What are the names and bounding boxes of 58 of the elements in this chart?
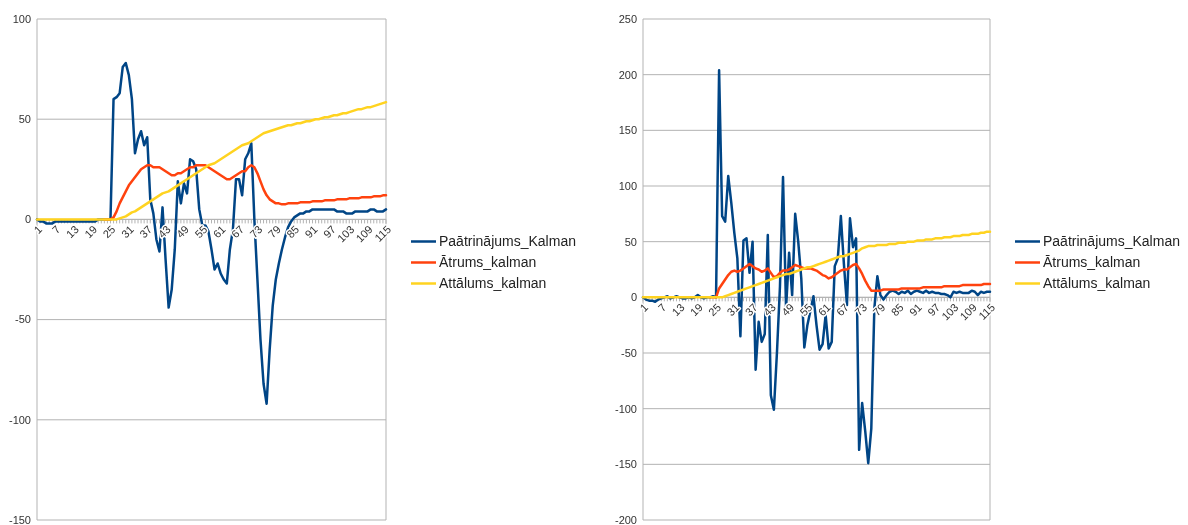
- x-tick-label: 115: [372, 223, 394, 244]
- x-tick-label: 67: [229, 223, 247, 241]
- x-tick-label: 43: [155, 223, 173, 241]
- x-tick-label: 115: [976, 300, 998, 322]
- x-tick-label: 79: [870, 300, 888, 319]
- x-tick-label: 25: [100, 223, 118, 241]
- y-tick-label: -50: [15, 313, 31, 326]
- legend-label: Paātrinājums_Kalman: [1043, 233, 1180, 250]
- x-tick-label: 19: [82, 223, 100, 241]
- x-tick-label: 55: [192, 223, 210, 241]
- x-tick-label: 73: [247, 223, 265, 241]
- y-tick-label: 100: [618, 179, 637, 192]
- y-tick-label: 0: [630, 291, 637, 304]
- x-tick-label: 7: [655, 300, 669, 314]
- legend-label: Attālums_kalman: [439, 275, 547, 292]
- line-series: [35, 100, 388, 221]
- x-tick-label: 1: [637, 300, 651, 314]
- x-tick-label: 37: [742, 300, 760, 319]
- y-tick-label: -100: [8, 413, 31, 426]
- y-tick-label: 200: [618, 68, 637, 81]
- y-tick-label: -150: [614, 458, 637, 471]
- legend-label: Paātrinājums_Kalman: [439, 233, 576, 250]
- x-tick-label: 13: [669, 300, 687, 319]
- y-tick-label: -100: [614, 402, 637, 415]
- y-tick-label: -50: [621, 346, 637, 359]
- x-tick-label: 25: [706, 300, 724, 319]
- legend-label: Ātrums_kalman: [1043, 254, 1141, 271]
- x-tick-label: 31: [724, 300, 742, 319]
- x-tick-label: 79: [265, 223, 283, 241]
- x-tick-label: 1: [31, 223, 45, 236]
- y-tick-label: 50: [18, 113, 31, 126]
- y-tick-label: -150: [8, 513, 31, 525]
- legend-label: Attālums_kalman: [1043, 275, 1151, 292]
- x-tick-label: 91: [302, 223, 320, 241]
- x-tick-label: 55: [797, 300, 815, 319]
- y-tick-label: 100: [12, 12, 31, 25]
- x-tick-label: 73: [852, 300, 870, 319]
- y-tick-label: 50: [624, 235, 637, 248]
- x-tick-label: 13: [63, 223, 81, 241]
- x-tick-label: 7: [49, 223, 63, 236]
- x-tick-label: 91: [906, 300, 925, 319]
- x-tick-label: 19: [687, 300, 705, 319]
- y-tick-label: 0: [24, 213, 31, 226]
- x-tick-label: 49: [779, 300, 797, 319]
- legend-label: Ātrums_kalman: [439, 254, 537, 271]
- y-tick-label: 150: [618, 124, 637, 137]
- y-tick-label: -200: [614, 513, 637, 525]
- y-tick-label: 250: [618, 12, 637, 25]
- x-tick-label: 61: [815, 300, 833, 319]
- x-tick-label: 49: [173, 223, 192, 241]
- x-tick-label: 43: [760, 300, 778, 319]
- line-series: [641, 230, 992, 299]
- x-tick-label: 67: [833, 300, 852, 319]
- x-tick-label: 61: [210, 223, 228, 241]
- x-tick-label: 37: [137, 223, 155, 241]
- x-tick-label: 85: [888, 300, 906, 319]
- x-tick-label: 85: [284, 223, 302, 241]
- x-tick-label: 31: [118, 223, 136, 241]
